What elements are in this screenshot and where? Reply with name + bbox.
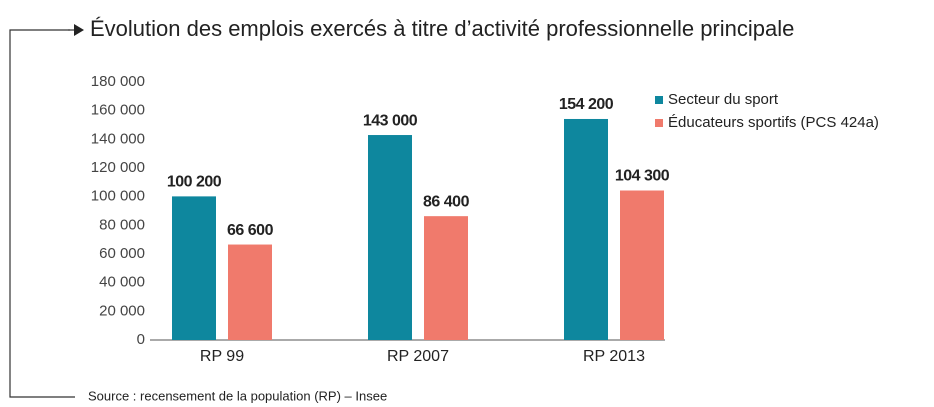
x-tick-label: RP 2007 (387, 348, 449, 365)
value-label: 143 000 (363, 112, 418, 129)
y-tick-label: 140 000 (91, 130, 145, 147)
x-tick-label: RP 2013 (583, 348, 645, 365)
y-tick-label: 160 000 (91, 102, 145, 119)
y-tick-label: 180 000 (91, 73, 145, 90)
bar (368, 135, 412, 340)
y-tick-label: 120 000 (91, 159, 145, 176)
source: Source : recensement de la population (R… (88, 388, 387, 403)
value-label: 66 600 (227, 222, 274, 239)
x-tick-label: RP 99 (200, 348, 244, 365)
y-tick-label: 80 000 (99, 216, 145, 233)
bar (564, 118, 608, 340)
legend-label: Éducateurs sportifs (PCS 424a) (668, 114, 879, 131)
legend-label: Secteur du sport (668, 91, 779, 108)
bar (228, 244, 272, 340)
value-label: 86 400 (423, 193, 470, 210)
y-tick-label: 60 000 (99, 245, 145, 262)
y-tick-label: 40 000 (99, 274, 145, 291)
arrow-head (74, 24, 84, 36)
bar (424, 216, 468, 340)
legend-marker (655, 119, 663, 127)
bar (172, 196, 216, 340)
value-label: 154 200 (559, 96, 614, 113)
chart-title: Évolution des emplois exercés à titre d’… (90, 16, 794, 41)
frame-line (9, 29, 75, 398)
value-label: 100 200 (167, 174, 222, 191)
y-tick-label: 100 000 (91, 188, 145, 205)
bar (620, 190, 664, 340)
y-tick-label: 0 (137, 331, 145, 348)
y-tick-label: 20 000 (99, 302, 145, 319)
legend-marker (655, 96, 663, 104)
value-label: 104 300 (615, 168, 670, 185)
